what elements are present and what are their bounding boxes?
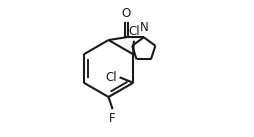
Text: O: O (121, 7, 130, 20)
Text: Cl: Cl (128, 25, 139, 38)
Text: N: N (139, 21, 148, 34)
Text: Cl: Cl (105, 71, 116, 84)
Text: F: F (109, 112, 115, 125)
